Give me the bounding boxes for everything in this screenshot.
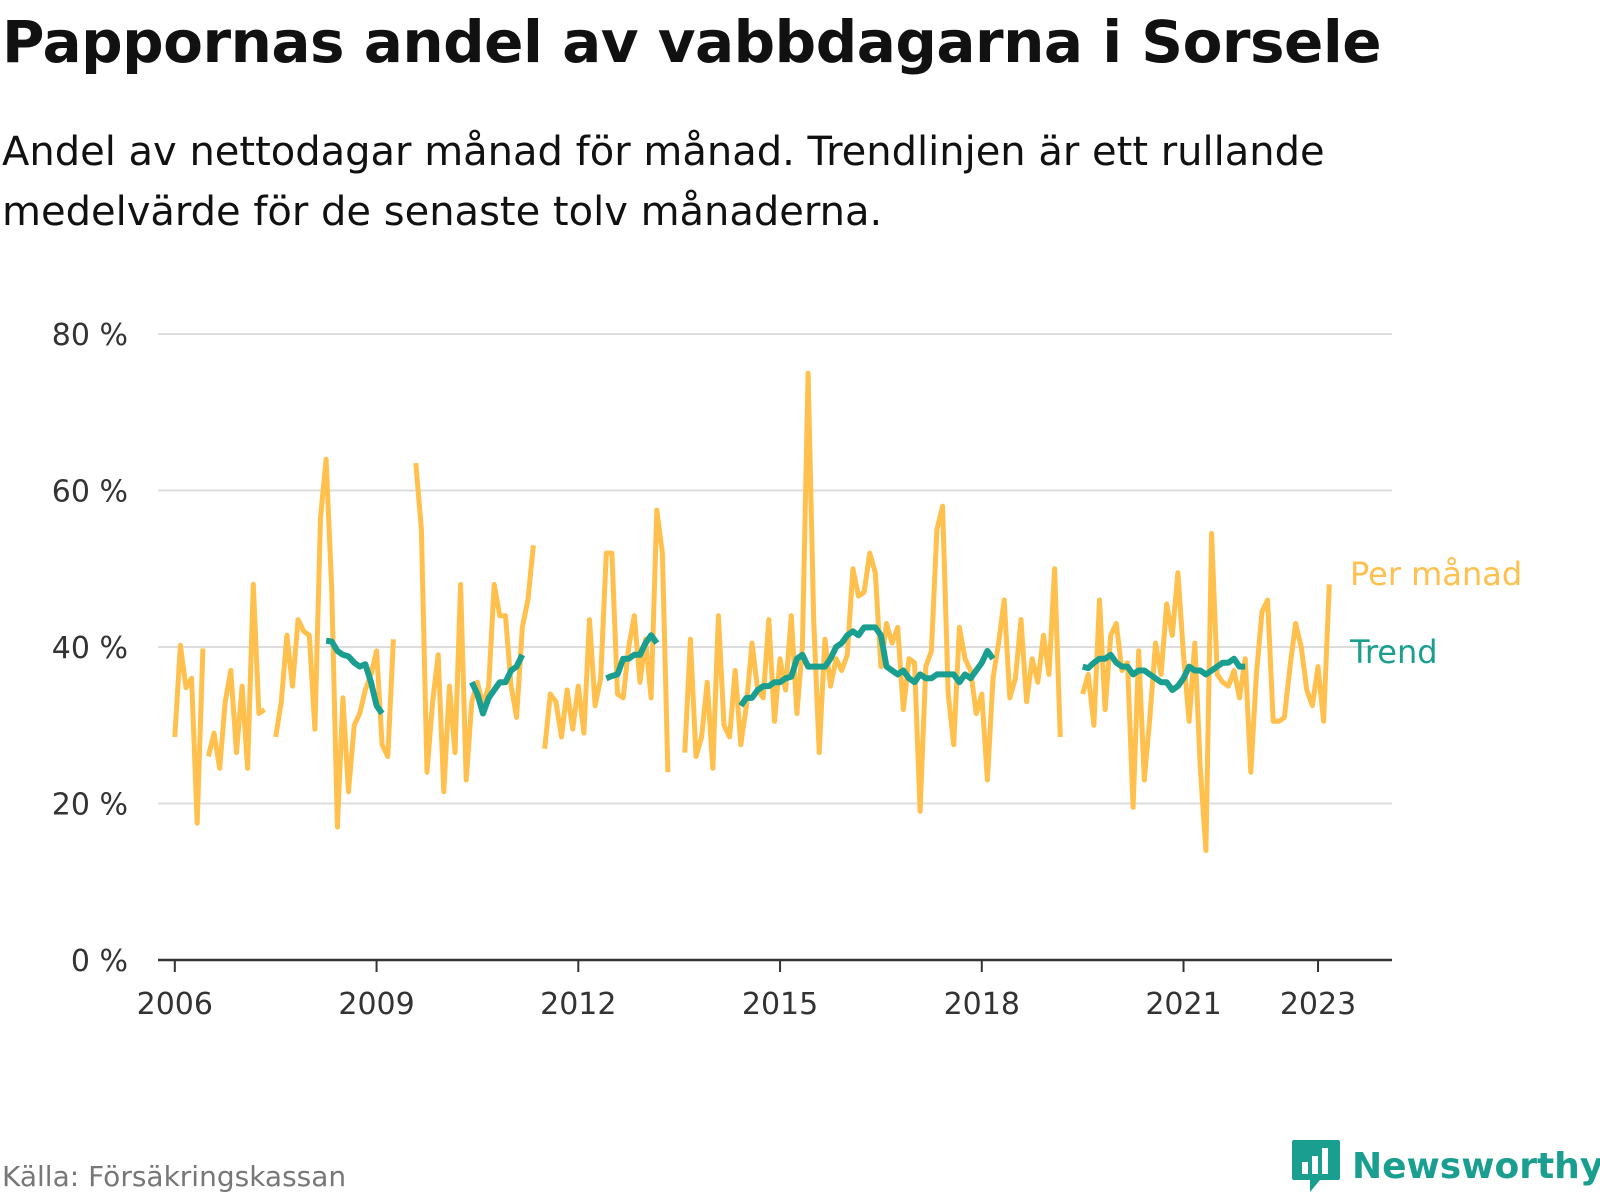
- chart-title: Pappornas andel av vabbdagarna i Sorsele: [2, 8, 1382, 76]
- x-tick-label: 2012: [540, 987, 616, 1022]
- brand: Newsworthy: [1290, 1138, 1600, 1194]
- x-tick-label: 2015: [742, 987, 818, 1022]
- x-axis: 2006 2009 2012 2015 2018 2021 2023: [137, 960, 1356, 1022]
- y-tick-label: 80 %: [52, 318, 128, 353]
- x-tick-label: 2009: [338, 987, 414, 1022]
- x-tick-label: 2021: [1145, 987, 1221, 1022]
- y-tick-label: 60 %: [52, 475, 128, 510]
- y-tick-label: 40 %: [52, 631, 128, 666]
- trend-line: [469, 653, 526, 717]
- chart-series: [172, 370, 1332, 853]
- trend-line: [605, 632, 660, 682]
- trend-line: [738, 624, 996, 708]
- source-note: Källa: Försäkringskassan: [2, 1160, 347, 1193]
- legend-label-trend: Trend: [1349, 633, 1438, 671]
- brand-name: Newsworthy: [1352, 1145, 1600, 1187]
- newsworthy-logo-icon: [1292, 1140, 1340, 1192]
- x-tick-label: 2006: [137, 987, 213, 1022]
- series-labels: Per månad Trend: [1349, 555, 1522, 671]
- trend-line: [1081, 651, 1246, 693]
- monthly-line: [205, 581, 266, 771]
- monthly-line: [542, 507, 671, 773]
- y-axis: 0 % 20 % 40 % 60 % 80 %: [52, 318, 128, 979]
- x-tick-label: 2023: [1280, 987, 1356, 1022]
- legend-label-monthly: Per månad: [1350, 555, 1522, 593]
- chart-subtitle: Andel av nettodagar månad för månad. Tre…: [2, 129, 1325, 235]
- monthly-line: [273, 456, 396, 830]
- x-tick-label: 2018: [944, 987, 1020, 1022]
- monthly-line: [172, 642, 206, 826]
- monthly-line: [682, 370, 1063, 814]
- gridlines: [158, 333, 1392, 805]
- monthly-line: [413, 462, 536, 795]
- y-tick-label: 0 %: [71, 944, 128, 979]
- y-tick-label: 20 %: [52, 788, 128, 823]
- trend-line: [325, 637, 385, 716]
